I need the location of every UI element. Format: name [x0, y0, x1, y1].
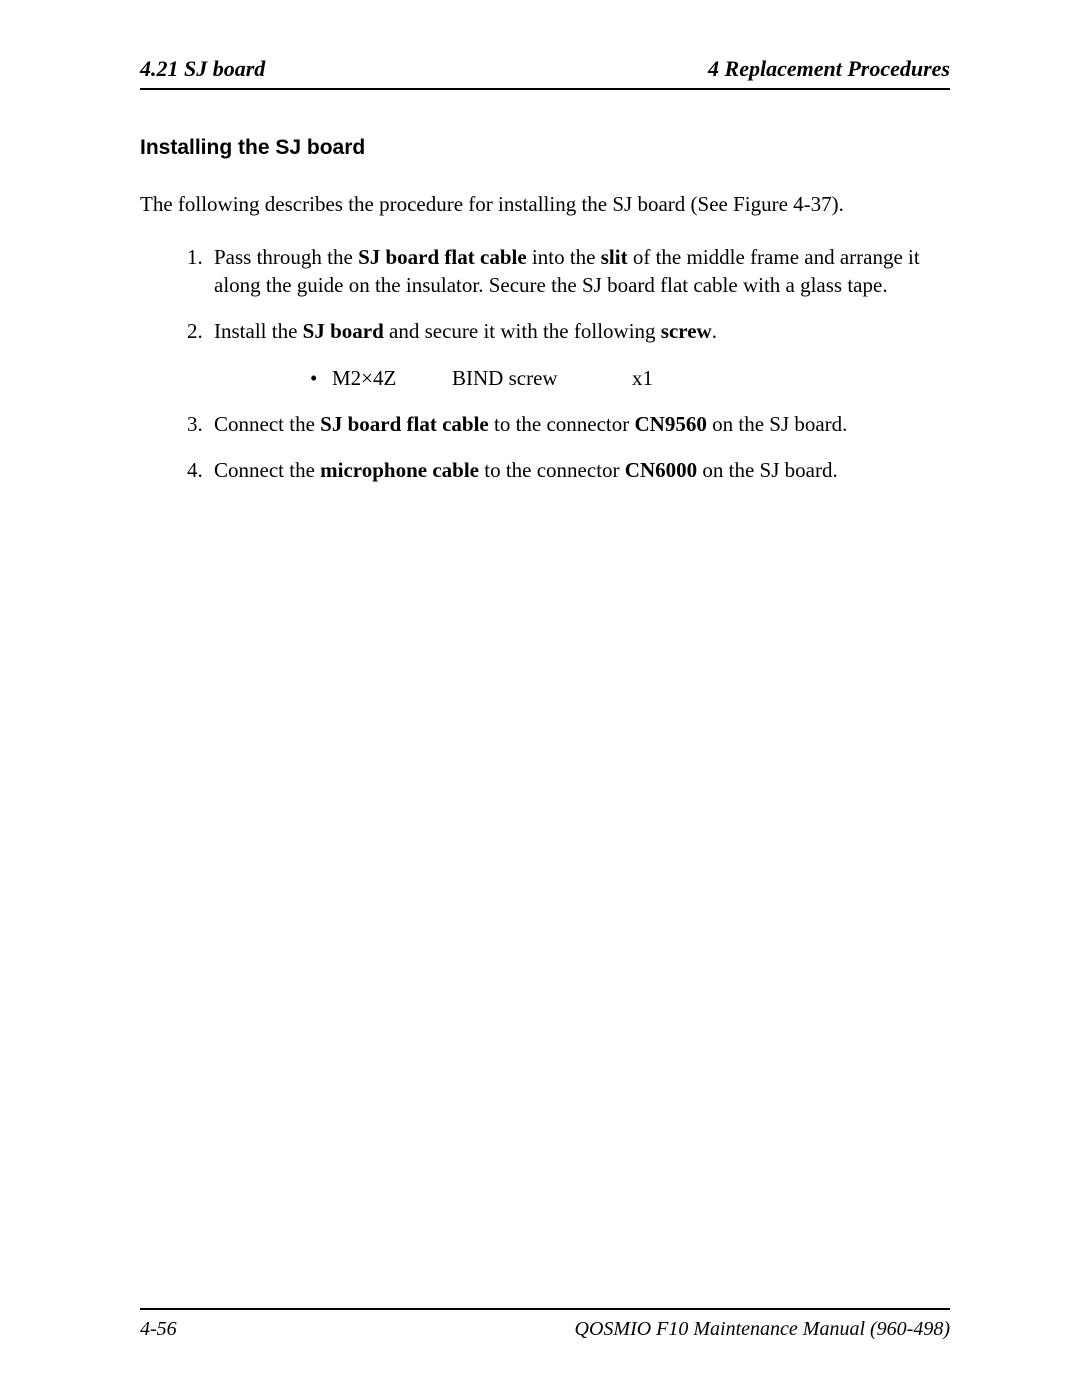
term-sj-flat-cable: SJ board flat cable — [320, 412, 489, 436]
screw-size: M2×4Z — [332, 364, 452, 392]
term-mic-cable: microphone cable — [320, 458, 479, 482]
screw-qty: x1 — [632, 364, 653, 392]
text: Connect the — [214, 458, 320, 482]
footer: 4-56 QOSMIO F10 Maintenance Manual (960-… — [140, 1308, 950, 1341]
text: to the connector — [489, 412, 635, 436]
term-screw: screw — [661, 319, 712, 343]
rule-top — [140, 88, 950, 90]
page-number: 4-56 — [140, 1318, 177, 1341]
rule-bottom — [140, 1308, 950, 1310]
text: on the SJ board. — [697, 458, 838, 482]
manual-title: QOSMIO F10 Maintenance Manual (960-498) — [575, 1318, 950, 1341]
head-right: 4 Replacement Procedures — [708, 56, 950, 82]
term-sj-board: SJ board — [303, 319, 384, 343]
text: to the connector — [479, 458, 625, 482]
intro-paragraph: The following describes the procedure fo… — [140, 190, 950, 218]
step-list: Pass through the SJ board flat cable int… — [208, 243, 950, 485]
screw-type: BIND screw — [452, 364, 632, 392]
step-4: Connect the microphone cable to the conn… — [208, 456, 950, 484]
term-cn6000: CN6000 — [625, 458, 697, 482]
text: on the SJ board. — [707, 412, 848, 436]
screw-spec-row: • M2×4Z BIND screw x1 — [310, 364, 950, 392]
section-title: Installing the SJ board — [140, 136, 950, 160]
bullet-icon: • — [310, 364, 332, 392]
text: Pass through the — [214, 245, 358, 269]
step-2: Install the SJ board and secure it with … — [208, 317, 950, 392]
text: and secure it with the following — [384, 319, 661, 343]
text: . — [712, 319, 717, 343]
text: Install the — [214, 319, 303, 343]
running-head: 4.21 SJ board 4 Replacement Procedures — [140, 56, 950, 82]
term-slit: slit — [601, 245, 628, 269]
page: 4.21 SJ board 4 Replacement Procedures I… — [0, 0, 1080, 1397]
term-cn9560: CN9560 — [635, 412, 707, 436]
step-3: Connect the SJ board flat cable to the c… — [208, 410, 950, 438]
content: Installing the SJ board The following de… — [140, 136, 950, 484]
head-left: 4.21 SJ board — [140, 56, 265, 82]
running-foot: 4-56 QOSMIO F10 Maintenance Manual (960-… — [140, 1318, 950, 1341]
text: Connect the — [214, 412, 320, 436]
term-sj-flat-cable: SJ board flat cable — [358, 245, 527, 269]
step-1: Pass through the SJ board flat cable int… — [208, 243, 950, 300]
text: into the — [527, 245, 601, 269]
